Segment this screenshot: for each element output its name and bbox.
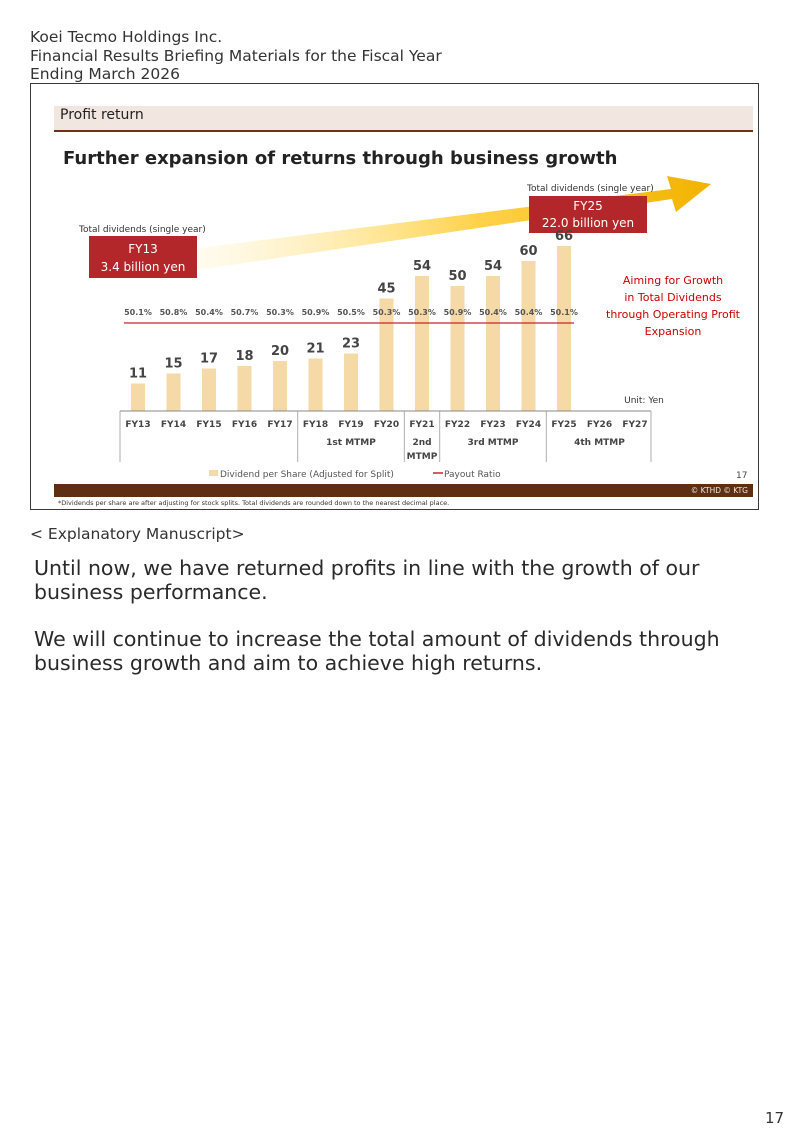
slide-title: Further expansion of returns through bus…: [63, 148, 618, 169]
page-number: 17: [765, 1109, 785, 1127]
callout-left-caption: Total dividends (single year): [78, 225, 206, 235]
callout-right-amount: 22.0 billion yen: [542, 216, 634, 230]
document-header: Koei Tecmo Holdings Inc. Financial Resul…: [30, 28, 442, 84]
group-label-2-line2: MTMP: [407, 452, 438, 462]
aim-line-4: Expansion: [645, 325, 702, 338]
payout-label-FY23: 50.4%: [479, 308, 507, 317]
document-title-line1: Financial Results Briefing Materials for…: [30, 46, 442, 65]
dividend-bar-FY16: [237, 366, 252, 411]
legend-swatch-dividend: [209, 470, 218, 476]
dividend-bar-FY17: [273, 361, 287, 411]
group-label-4: 4th MTMP: [574, 438, 625, 448]
legend-label-dividend: Dividend per Share (Adjusted for Split): [220, 470, 394, 480]
dividend-bar-FY22: [450, 286, 465, 411]
payout-label-FY15: 50.4%: [195, 308, 223, 317]
section-rule: [54, 130, 753, 132]
category-label-FY20: FY20: [374, 420, 399, 430]
legend-label-payout: Payout Ratio: [444, 470, 501, 480]
dividend-label-FY23: 54: [484, 259, 502, 274]
group-label-3: 3rd MTMP: [468, 438, 519, 448]
manuscript-paragraph-1: Until now, we have returned profits in l…: [34, 556, 700, 604]
dividend-bar-FY13: [131, 383, 145, 411]
manuscript-heading: < Explanatory Manuscript>: [30, 525, 245, 543]
payout-label-FY24: 50.4%: [515, 308, 543, 317]
dividend-label-FY25: 66: [555, 229, 573, 244]
dividend-label-FY16: 18: [235, 349, 253, 364]
category-label-FY16: FY16: [232, 420, 257, 430]
dividend-bar-FY18: [308, 358, 323, 411]
category-label-FY27: FY27: [622, 420, 647, 430]
category-label-FY15: FY15: [196, 420, 221, 430]
slide-page-number: 17: [736, 471, 748, 481]
payout-label-FY19: 50.5%: [337, 308, 365, 317]
group-label-1: 1st MTMP: [326, 438, 376, 448]
dividend-bar-FY15: [202, 368, 216, 411]
dividend-label-FY21: 54: [413, 259, 431, 274]
dividend-label-FY15: 17: [200, 352, 218, 367]
dividend-label-FY14: 15: [164, 357, 182, 372]
payout-label-FY16: 50.7%: [231, 308, 259, 317]
dividend-label-FY22: 50: [448, 269, 466, 284]
category-label-FY17: FY17: [267, 420, 292, 430]
callout-left-box: [89, 236, 197, 278]
growth-arrow: [191, 176, 711, 270]
category-label-FY22: FY22: [445, 420, 470, 430]
bars-layer: 11 15 17 18 20 21 23 45 54 50 54 60 66 50.1% 50.8% 50.4…: [124, 229, 578, 411]
callout-right-box: [529, 196, 647, 233]
manuscript-paragraph-2: We will continue to increase the total a…: [34, 627, 720, 675]
payout-label-FY25: 50.1%: [550, 308, 578, 317]
category-label-FY25: FY25: [551, 420, 576, 430]
callout-right-caption: Total dividends (single year): [526, 184, 654, 194]
dividend-bar-FY23: [486, 276, 500, 411]
dividend-chart: Total dividends (single year) FY13 3.4 b…: [78, 176, 741, 480]
payout-label-FY22: 50.9%: [444, 308, 472, 317]
dividend-bar-FY21: [415, 276, 429, 411]
dividend-label-FY17: 20: [271, 344, 289, 359]
dividend-bar-FY24: [521, 261, 536, 411]
aim-line-2: in Total Dividends: [624, 291, 722, 304]
dividend-label-FY18: 21: [306, 342, 324, 357]
section-band: [54, 106, 753, 130]
dividend-label-FY19: 23: [342, 337, 360, 352]
dividend-label-FY20: 45: [377, 282, 395, 297]
callout-left-amount: 3.4 billion yen: [101, 260, 186, 274]
category-label-FY21: FY21: [409, 420, 434, 430]
dividend-bar-FY20: [379, 298, 394, 411]
category-label-FY13: FY13: [125, 420, 150, 430]
unit-label: Unit: Yen: [624, 396, 664, 406]
aim-line-1: Aiming for Growth: [623, 274, 723, 287]
aim-line-3: through Operating Profit: [606, 308, 741, 321]
payout-label-FY18: 50.9%: [302, 308, 330, 317]
chart-legend: Dividend per Share (Adjusted for Split) P…: [209, 470, 501, 480]
payout-label-FY21: 50.3%: [408, 308, 436, 317]
category-label-FY23: FY23: [480, 420, 505, 430]
dividend-label-FY24: 60: [519, 244, 537, 259]
group-label-2: 2nd: [412, 438, 431, 448]
company-name: Koei Tecmo Holdings Inc.: [30, 28, 223, 46]
category-label-FY14: FY14: [161, 420, 186, 430]
payout-label-FY13: 50.1%: [124, 308, 152, 317]
category-label-FY19: FY19: [338, 420, 363, 430]
section-label: Profit return: [60, 107, 144, 123]
slide-footer-bar: [54, 484, 753, 497]
callout-left-year: FY13: [128, 242, 158, 256]
dividend-bar-FY14: [166, 373, 181, 411]
category-label-FY26: FY26: [587, 420, 612, 430]
payout-label-FY14: 50.8%: [160, 308, 188, 317]
callout-right-year: FY25: [573, 199, 603, 213]
payout-label-FY20: 50.3%: [373, 308, 401, 317]
document-title-line2: Ending March 2026: [30, 65, 180, 83]
category-label-FY18: FY18: [303, 420, 328, 430]
slide-frame: Profit return Further expansion of retur…: [30, 83, 759, 510]
slide-footnote: *Dividends per share are after adjusting…: [58, 499, 450, 507]
payout-label-FY17: 50.3%: [266, 308, 294, 317]
dividend-bar-FY19: [344, 353, 358, 411]
dividend-label-FY13: 11: [129, 367, 147, 382]
copyright-text: © KTHD © KTG: [690, 486, 748, 495]
category-table: FY13 FY14 FY15 FY16 FY17 FY18 FY19 FY20 FY21 FY22…: [119, 410, 652, 462]
dividend-bar-FY25: [557, 246, 571, 411]
category-label-FY24: FY24: [516, 420, 541, 430]
